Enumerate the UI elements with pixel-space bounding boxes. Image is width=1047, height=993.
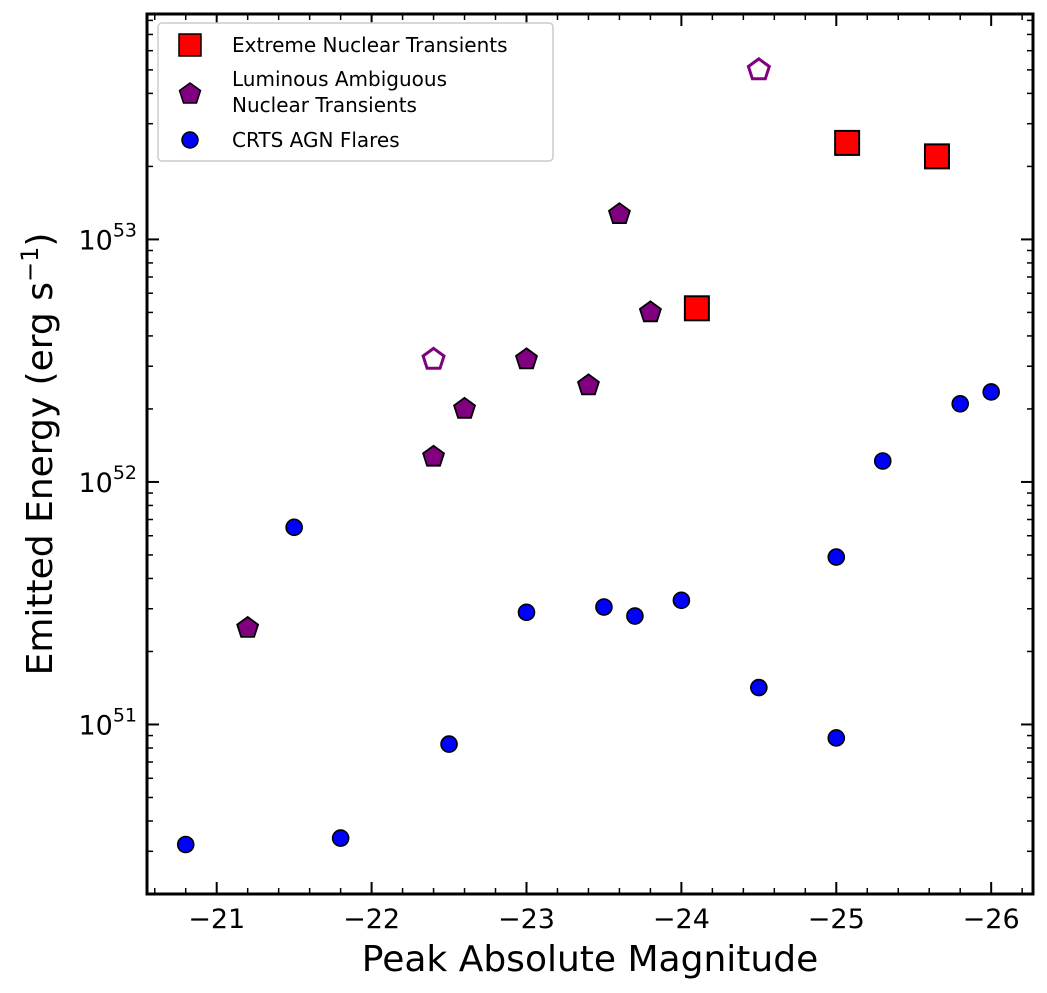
y-tick-label-exponent: 52 xyxy=(113,462,137,484)
y-tick-label: 1052 xyxy=(78,462,137,499)
x-tick-label: −23 xyxy=(498,904,555,935)
y-tick-label: 1053 xyxy=(78,219,137,256)
y-axis-title-superscript: −1 xyxy=(16,247,44,282)
crts-agn-flare-point xyxy=(951,394,969,413)
x-axis-title: Peak Absolute Magnitude xyxy=(362,939,818,980)
plot-frame xyxy=(145,12,1035,896)
crts-agn-flare-point xyxy=(595,598,613,616)
x-tick-label: −24 xyxy=(653,904,710,935)
x-tick-label: −22 xyxy=(343,904,400,935)
y-tick-label-base: 10 xyxy=(78,710,112,741)
legend-label-extreme-nuclear-transients: Extreme Nuclear Transients xyxy=(232,33,508,57)
crts-agn-flare-point xyxy=(873,452,892,470)
crts-agn-flare-point xyxy=(440,735,458,753)
x-tick-labels: −21 −22 −23 −24 −25 −26 xyxy=(188,904,1019,935)
crts-agn-flare-point xyxy=(672,591,691,610)
major-ticks xyxy=(147,14,1033,894)
extreme-nuclear-transient-point xyxy=(834,129,861,156)
legend-marker-circle xyxy=(181,131,199,149)
luminous-ambiguous-transient-point xyxy=(607,202,631,225)
luminous-ambiguous-transient-point xyxy=(236,615,260,638)
legend-marker-square xyxy=(178,33,202,57)
y-tick-label-base: 10 xyxy=(78,225,112,256)
y-axis-title-main: Emitted Energy (erg s xyxy=(20,282,61,675)
crts-agn-flare-point xyxy=(827,548,846,566)
legend: Extreme Nuclear Transients Luminous Ambi… xyxy=(157,22,554,162)
luminous-ambiguous-transient-point xyxy=(638,300,662,323)
crts-agn-flare-point xyxy=(517,603,536,622)
y-axis-title: Emitted Energy (erg s−1) xyxy=(16,233,61,676)
x-tick-label: −25 xyxy=(808,904,865,935)
y-tick-label: 1051 xyxy=(78,704,137,741)
legend-label-crts-agn-flares: CRTS AGN Flares xyxy=(232,128,400,152)
y-tick-label-exponent: 51 xyxy=(113,704,137,726)
crts-agn-flare-point xyxy=(285,518,303,537)
crts-agn-flare-point xyxy=(827,729,846,747)
luminous-ambiguous-transient-point xyxy=(422,444,446,467)
y-tick-label-base: 10 xyxy=(78,468,112,499)
crts-agn-flare-point xyxy=(626,607,644,625)
legend-marker-pentagon xyxy=(178,82,202,104)
y-tick-label-exponent: 53 xyxy=(113,219,137,241)
luminous-ambiguous-transient-point xyxy=(514,347,539,370)
extreme-nuclear-transient-point xyxy=(683,295,710,322)
luminous-ambiguous-transient-open-point xyxy=(746,57,772,81)
crts-agn-flare-point xyxy=(750,678,768,697)
luminous-ambiguous-transient-point xyxy=(453,396,477,419)
luminous-ambiguous-transient-point xyxy=(576,373,600,396)
legend-label-luminous-ambiguous-line1: Luminous Ambiguous xyxy=(232,67,447,91)
legend-box xyxy=(157,22,554,162)
x-tick-label: −21 xyxy=(188,904,245,935)
y-axis-title-close: ) xyxy=(20,233,61,247)
x-tick-label: −26 xyxy=(963,904,1020,935)
crts-agn-flare-point xyxy=(176,835,195,854)
crts-agn-flare-point xyxy=(331,829,350,847)
legend-label-luminous-ambiguous-line2: Nuclear Transients xyxy=(232,93,417,117)
luminous-ambiguous-transient-open-point xyxy=(421,346,446,370)
data-points xyxy=(176,57,1000,854)
crts-agn-flare-point xyxy=(982,383,1000,401)
extreme-nuclear-transient-point xyxy=(923,143,950,170)
